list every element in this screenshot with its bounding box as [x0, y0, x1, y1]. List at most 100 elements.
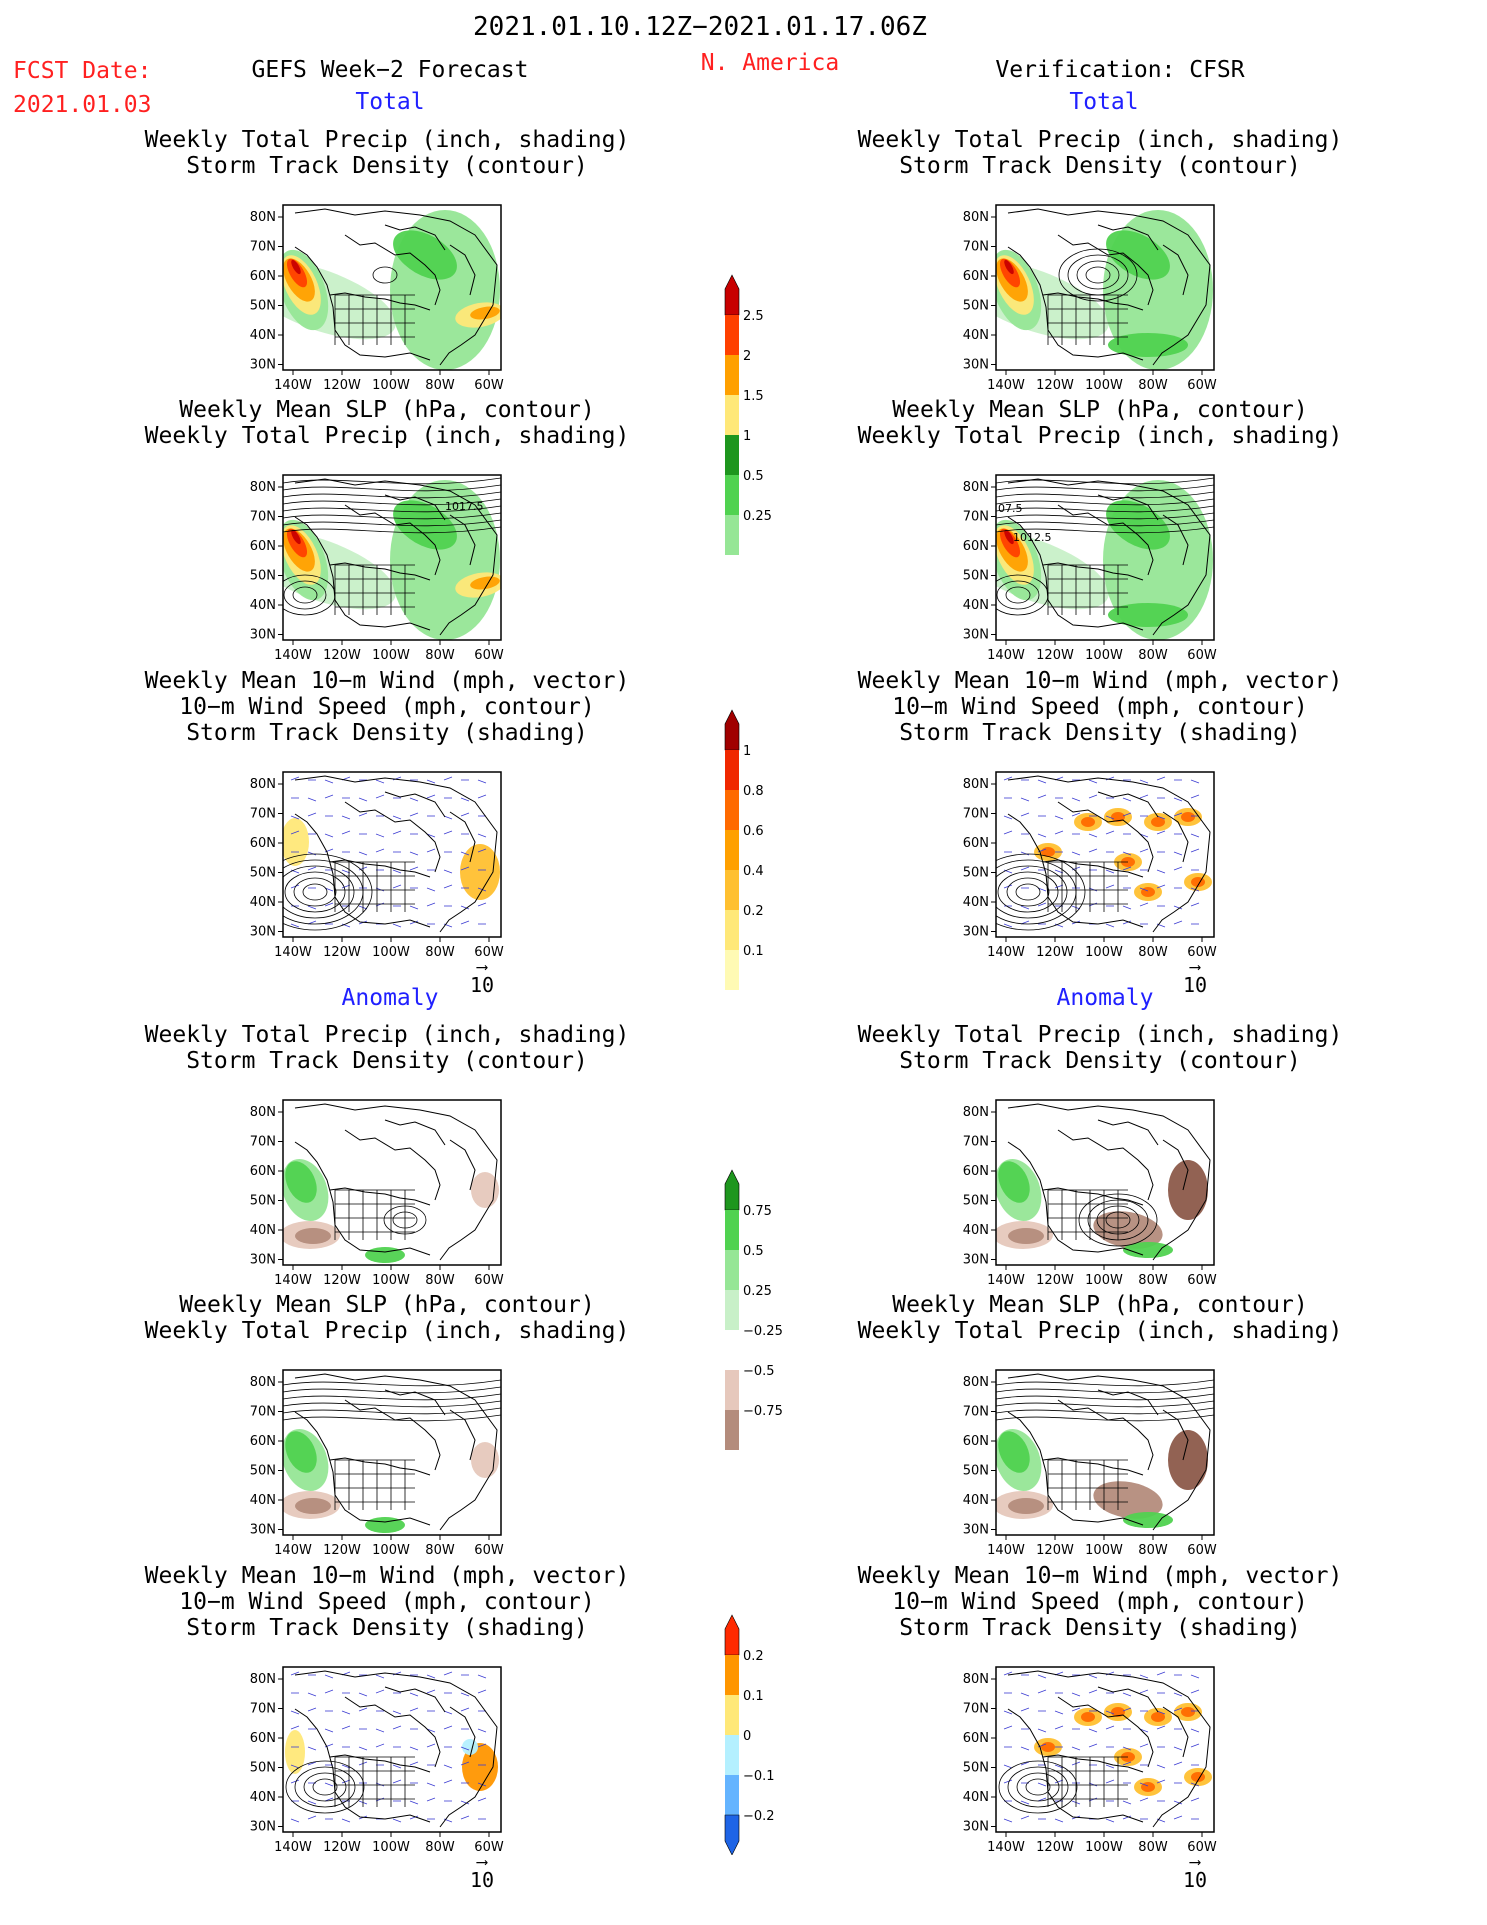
- lat-label: 60N: [963, 539, 989, 554]
- wind-vector: [477, 1743, 487, 1748]
- wind-vector: [1173, 797, 1183, 802]
- state-borders: [334, 294, 415, 345]
- colorbar-segment: [725, 1410, 739, 1450]
- wind-vector: [443, 830, 453, 835]
- colorbar-segment: [725, 750, 739, 790]
- wind-vector: [1173, 1692, 1183, 1697]
- wind-vector: [1105, 923, 1115, 928]
- wind-vector: [290, 1818, 300, 1823]
- lon-label: 60W: [1187, 1840, 1217, 1855]
- coastline-segment: [1057, 801, 1154, 873]
- lat-label: 50N: [250, 1464, 276, 1479]
- contour-line: [292, 586, 318, 604]
- lon-label: 140W: [274, 648, 312, 663]
- map-fcst-slp-precip: 80N 70N 60N 50N 40N 30N 140W 120W 100W 80W 60W 1017…: [250, 474, 504, 663]
- state-borders: [334, 1459, 415, 1510]
- coastline-segment: [1007, 775, 1211, 933]
- wind-vector: [307, 1707, 317, 1712]
- wind-vector: [426, 833, 436, 838]
- coastline-segment: [1097, 1686, 1159, 1713]
- title-l2: Weekly Mean SLP (hPa, contour) Weekly Tot…: [144, 397, 630, 449]
- lon-label: 80W: [1138, 945, 1168, 960]
- wind-vector: [1003, 1779, 1013, 1784]
- wind-vector: [1054, 1710, 1064, 1715]
- colorbar-label: 0.1: [743, 1689, 764, 1704]
- track-region: [1151, 817, 1165, 827]
- wind-vector: [290, 884, 300, 889]
- wind-vector: [1139, 1743, 1149, 1748]
- lat-label: 50N: [963, 1194, 989, 1209]
- lon-label: 80W: [425, 648, 455, 663]
- lon-label: 80W: [1138, 378, 1168, 393]
- wind-vector: [1003, 1710, 1013, 1715]
- colorbar-segment: [725, 830, 739, 870]
- lat-label: 80N: [963, 1672, 989, 1687]
- coastline-segment: [294, 1670, 498, 1828]
- title-l5: Weekly Mean SLP (hPa, contour) Weekly Tot…: [144, 1292, 630, 1344]
- wind-vector: [409, 920, 419, 925]
- colorbar-segment: [724, 709, 740, 751]
- wind-vector: [290, 1725, 300, 1730]
- wind-vector: [341, 815, 351, 820]
- wind-vector: [1122, 866, 1132, 871]
- map-body: [283, 1373, 501, 1533]
- lon-label: 120W: [323, 945, 361, 960]
- state-borders: [1047, 861, 1128, 912]
- wind-vector: [1190, 848, 1200, 853]
- wind-vector: [1173, 1761, 1183, 1766]
- lon-label: 60W: [474, 648, 504, 663]
- wind-vector: [409, 1707, 419, 1712]
- wind-vector: [460, 812, 470, 817]
- wind-vector: [1156, 884, 1166, 889]
- lon-label: 60W: [1187, 648, 1217, 663]
- lat-label: 60N: [963, 1731, 989, 1746]
- contour-line: [1016, 1772, 1060, 1802]
- coastline-segment: [1057, 1129, 1154, 1201]
- plot-frame: [282, 771, 502, 938]
- contour-line: [996, 1400, 1214, 1408]
- anomaly-region: [471, 1172, 499, 1208]
- plot-frame: [995, 1666, 1215, 1833]
- wind-vector: [1139, 1782, 1149, 1787]
- colorbar-segment: [725, 355, 739, 395]
- wind-vector: [324, 1782, 334, 1787]
- lat-label: 60N: [250, 1164, 276, 1179]
- track-region: [462, 1739, 478, 1755]
- colorbar-label: −0.1: [743, 1769, 775, 1784]
- coastline-segment: [384, 1119, 446, 1146]
- title-r1: Weekly Total Precip (inch, shading) Storm…: [857, 127, 1343, 179]
- wind-vector: [392, 1818, 402, 1823]
- track-region: [283, 818, 309, 866]
- colorbar-label: 0.2: [743, 904, 764, 919]
- lat-label: 50N: [250, 1194, 276, 1209]
- map-body: [996, 1103, 1211, 1261]
- coastline-segment: [1007, 1103, 1211, 1261]
- colorbar-label: 0.4: [743, 864, 764, 879]
- coastline-segment: [344, 234, 441, 306]
- track-region: [1181, 812, 1195, 822]
- coastline-segment: [449, 514, 476, 566]
- contour-line: [303, 1772, 347, 1802]
- anomaly-region: [1008, 1498, 1044, 1514]
- precip-region: [291, 259, 301, 275]
- map-body: [283, 208, 501, 370]
- lon-label: 60W: [1187, 1543, 1217, 1558]
- wind-vector: [307, 1800, 317, 1805]
- colorbar-label: 1: [743, 429, 751, 444]
- coastline-segment: [1097, 494, 1159, 521]
- wind-vector: [1105, 884, 1115, 889]
- wind-vector: [392, 1764, 402, 1769]
- lon-label: 80W: [425, 1840, 455, 1855]
- wind-vector: [1071, 797, 1081, 802]
- lat-label: 40N: [250, 1493, 276, 1508]
- coastline-segment: [1007, 1670, 1211, 1828]
- wind-vector: [477, 779, 487, 784]
- lon-label: 80W: [1138, 1543, 1168, 1558]
- coastline-segment: [1057, 504, 1154, 576]
- track-region: [1181, 1707, 1195, 1717]
- wind-vector: [307, 905, 317, 910]
- wind-vector: [392, 869, 402, 874]
- wind-vector: [1190, 1689, 1200, 1694]
- wind-vector: [1003, 884, 1013, 889]
- contour-line: [996, 1393, 1214, 1401]
